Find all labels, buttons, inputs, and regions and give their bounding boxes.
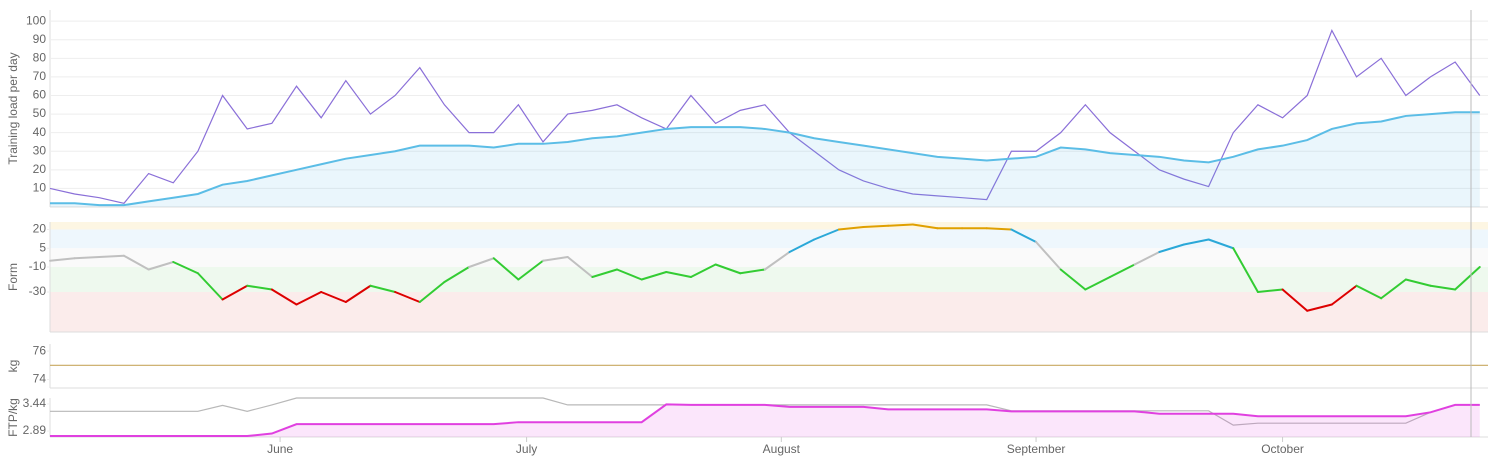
form-line-segment bbox=[985, 227, 1013, 231]
y-tick-label: 76 bbox=[33, 343, 47, 357]
y-tick-label: -10 bbox=[29, 259, 47, 273]
y-axis-title: kg bbox=[6, 360, 20, 373]
form-line-segment bbox=[615, 268, 643, 281]
form-line-segment bbox=[788, 238, 816, 253]
form-line-segment bbox=[714, 263, 742, 275]
x-tick-label: July bbox=[516, 442, 537, 456]
form-line-segment bbox=[813, 228, 840, 241]
form-line-segment bbox=[1281, 288, 1309, 312]
y-tick-label: -30 bbox=[29, 284, 47, 298]
form-line-segment bbox=[196, 272, 224, 301]
form-line-segment bbox=[344, 284, 372, 303]
form-line-segment bbox=[492, 257, 520, 281]
series-area bbox=[50, 404, 1480, 437]
series-area bbox=[50, 112, 1480, 207]
y-tick-label: 40 bbox=[33, 125, 47, 139]
form-line-segment bbox=[1380, 278, 1407, 300]
form-line-segment bbox=[1330, 284, 1358, 306]
y-tick-label: 20 bbox=[33, 162, 47, 176]
form-line-segment bbox=[147, 261, 175, 271]
y-tick-label: 100 bbox=[26, 13, 46, 27]
x-tick-label: October bbox=[1261, 442, 1304, 456]
form-line-segment bbox=[517, 259, 545, 281]
form-line-segment bbox=[1109, 263, 1136, 278]
form-line-segment bbox=[1133, 251, 1161, 266]
form-line-segment bbox=[369, 284, 397, 293]
form-line-segment bbox=[418, 281, 446, 303]
form-zone bbox=[50, 267, 1488, 292]
y-tick-label: 2.89 bbox=[23, 423, 47, 437]
form-line-segment bbox=[763, 251, 791, 271]
series-line bbox=[50, 403, 1480, 438]
form-line-segment bbox=[1306, 303, 1333, 312]
form-line-segment bbox=[295, 291, 323, 306]
y-tick-label: 5 bbox=[39, 240, 46, 254]
form-line-segment bbox=[837, 226, 865, 231]
x-tick-label: August bbox=[763, 442, 801, 456]
y-tick-label: 3.44 bbox=[23, 396, 47, 410]
y-tick-label: 70 bbox=[33, 69, 47, 83]
form-line-segment bbox=[172, 261, 199, 275]
form-line-segment bbox=[1059, 268, 1087, 291]
y-axis-title: Training load per day bbox=[6, 52, 20, 164]
series-line bbox=[50, 111, 1480, 207]
form-line-segment bbox=[566, 256, 594, 278]
x-tick-label: September bbox=[1007, 442, 1066, 456]
y-tick-label: 50 bbox=[33, 106, 47, 120]
form-line-segment bbox=[862, 224, 890, 228]
form-line-segment bbox=[1084, 276, 1112, 291]
y-tick-label: 90 bbox=[33, 32, 47, 46]
form-line-segment bbox=[1454, 266, 1481, 291]
y-tick-label: 60 bbox=[33, 88, 47, 102]
form-line-segment bbox=[887, 223, 914, 227]
form-line-segment bbox=[1158, 243, 1185, 253]
y-tick-label: 30 bbox=[33, 143, 47, 157]
form-line-segment bbox=[1404, 278, 1432, 287]
form-line-segment bbox=[49, 257, 76, 262]
y-tick-label: 10 bbox=[33, 181, 47, 195]
y-tick-label: 74 bbox=[33, 372, 47, 386]
form-line-segment bbox=[1232, 247, 1259, 293]
form-line-segment bbox=[443, 266, 471, 283]
form-line-segment bbox=[320, 291, 347, 303]
form-zone bbox=[50, 222, 1488, 230]
form-line-segment bbox=[468, 257, 495, 268]
form-line-segment bbox=[1182, 238, 1210, 246]
form-line-segment bbox=[640, 271, 668, 281]
form-line-segment bbox=[73, 256, 101, 260]
form-zone bbox=[50, 292, 1488, 332]
form-line-segment bbox=[98, 254, 125, 258]
form-line-segment bbox=[591, 268, 618, 278]
form-line-segment bbox=[270, 288, 298, 306]
form-line-segment bbox=[1207, 238, 1235, 250]
form-line-segment bbox=[1010, 228, 1038, 243]
form-line-segment bbox=[221, 284, 249, 301]
form-line-segment bbox=[739, 268, 766, 275]
form-zone bbox=[50, 229, 1488, 249]
form-line-segment bbox=[1355, 284, 1383, 300]
form-line-segment bbox=[542, 256, 569, 262]
form-zone bbox=[50, 248, 1488, 267]
form-line-segment bbox=[689, 263, 717, 278]
series-line bbox=[49, 28, 1481, 204]
form-line-segment bbox=[394, 291, 421, 303]
form-line-segment bbox=[911, 223, 939, 230]
form-line-segment bbox=[665, 271, 692, 278]
y-axis-title: Form bbox=[6, 263, 20, 291]
form-line-segment bbox=[122, 254, 150, 271]
y-tick-label: 80 bbox=[33, 50, 47, 64]
x-tick-label: June bbox=[267, 442, 293, 456]
y-axis-title: FTP/kg bbox=[6, 398, 20, 437]
form-line-segment bbox=[1429, 284, 1457, 291]
y-tick-label: 20 bbox=[33, 222, 47, 236]
form-line-segment bbox=[1035, 241, 1062, 271]
form-line-segment bbox=[1256, 288, 1284, 293]
form-line-segment bbox=[246, 284, 273, 291]
